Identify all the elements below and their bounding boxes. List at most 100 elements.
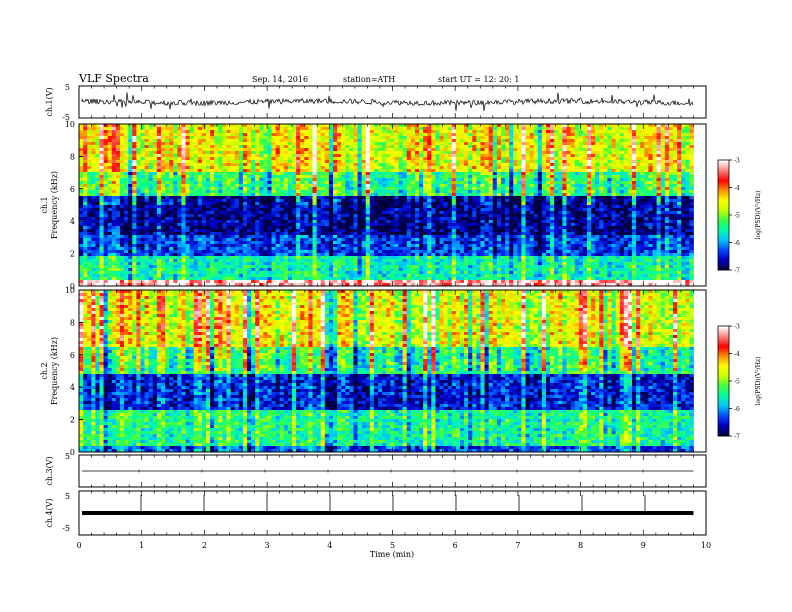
spectrogram-cell <box>472 139 477 143</box>
spectrogram-cell <box>275 193 281 197</box>
spectrogram-cell <box>238 166 244 170</box>
spectrogram-cell <box>373 151 379 155</box>
spectrogram-cell <box>627 133 633 137</box>
spectrogram-cell <box>91 124 96 128</box>
spectrogram-cell <box>169 139 174 143</box>
spectrogram-cell <box>668 139 674 143</box>
spectrogram-cell <box>525 187 531 191</box>
spectrogram-cell <box>185 202 191 206</box>
spectrogram-cell <box>582 127 588 131</box>
spectrogram-cell <box>480 157 485 161</box>
spectrogram-cell <box>636 205 641 209</box>
spectrogram-cell <box>205 187 211 191</box>
spectrogram-cell <box>373 163 379 167</box>
spectrogram-cell <box>259 127 264 131</box>
spectrogram-cell <box>529 196 535 200</box>
spectrogram-cell <box>611 148 617 152</box>
spectrogram-cell <box>488 211 494 215</box>
spectrogram-cell <box>603 154 608 158</box>
spectrogram-cell <box>292 154 297 158</box>
spectrogram-cell <box>222 187 227 191</box>
spectrogram-cell <box>365 178 371 182</box>
spectrogram-cell <box>218 175 223 179</box>
spectrogram-cell <box>394 166 399 170</box>
spectrogram-cell <box>537 130 543 134</box>
spectrogram-cell <box>103 163 109 167</box>
spectrogram-cell <box>357 196 363 200</box>
spectrogram-cell <box>390 142 395 146</box>
spectrogram-cell <box>296 181 301 185</box>
spectrogram-cell <box>431 175 436 179</box>
spectrogram-cell <box>472 145 477 149</box>
spectrogram-cell <box>177 217 182 221</box>
spectrogram-cell <box>124 190 129 194</box>
spectrogram-cell <box>431 157 436 161</box>
spectrogram-cell <box>586 133 592 137</box>
spectrogram-cell <box>402 169 408 173</box>
spectrogram-cell <box>79 133 84 137</box>
spectrogram-cell <box>152 130 158 134</box>
spectrogram-cell <box>406 130 412 134</box>
spectrogram-cell <box>267 175 272 179</box>
spectrogram-cell <box>177 130 182 134</box>
spectrogram-cell <box>349 157 354 161</box>
spectrogram-cell <box>672 199 678 203</box>
spectrogram-cell <box>517 220 522 224</box>
spectrogram-cell <box>632 127 637 131</box>
spectrogram-cell <box>595 220 600 224</box>
spectrogram-cell <box>189 184 195 188</box>
spectrogram-cell <box>545 220 551 224</box>
spectrogram-cell <box>505 157 510 161</box>
spectrogram-cell <box>234 187 240 191</box>
spectrogram-cell <box>169 130 174 134</box>
spectrogram-cell <box>189 142 195 146</box>
spectrogram-cell <box>259 142 264 146</box>
spectrogram-cell <box>91 187 96 191</box>
spectrogram-cell <box>144 211 150 215</box>
spectrogram-cell <box>275 166 281 170</box>
spectrogram-cell <box>357 187 363 191</box>
spectrogram-cell <box>492 178 498 182</box>
spectrogram-cell <box>603 175 608 179</box>
spectrogram-cell <box>505 178 510 182</box>
spectrogram-cell <box>566 181 571 185</box>
spectrogram-cell <box>558 193 563 197</box>
spectrogram-cell <box>173 178 178 182</box>
spectrogram-cell <box>681 175 686 179</box>
spectrogram-cell <box>373 172 379 176</box>
spectrogram-cell <box>488 184 494 188</box>
spectrogram-cell <box>271 190 277 194</box>
spectrogram-cell <box>169 142 174 146</box>
spectrogram-cell <box>533 196 539 200</box>
spectrogram-cell <box>238 208 244 212</box>
spectrogram-cell <box>435 202 440 206</box>
spectrogram-cell <box>611 172 617 176</box>
spectrogram-cell <box>566 193 571 197</box>
spectrogram-cell <box>87 202 92 206</box>
spectrogram-cell <box>345 130 350 134</box>
spectrogram-cell <box>287 136 293 140</box>
spectrogram-cell <box>365 130 371 134</box>
spectrogram-cell <box>595 217 600 221</box>
spectrogram-cell <box>308 217 313 221</box>
spectrogram-cell <box>246 166 252 170</box>
spectrogram-cell <box>439 163 444 167</box>
spectrogram-cell <box>300 193 305 197</box>
spectrogram-cell <box>214 154 219 158</box>
spectrogram-cell <box>582 160 588 164</box>
spectrogram-cell <box>541 139 547 143</box>
spectrogram-cell <box>238 178 244 182</box>
spectrogram-cell <box>582 190 588 194</box>
spectrogram-cell <box>136 217 141 221</box>
spectrogram-cell <box>255 166 260 170</box>
spectrogram-cell <box>636 181 641 185</box>
spectrogram-cell <box>500 151 506 155</box>
spectrogram-cell <box>111 166 117 170</box>
spectrogram-cell <box>545 166 551 170</box>
spectrogram-cell <box>640 160 645 164</box>
spectrogram-cell <box>652 172 657 176</box>
spectrogram-cell <box>525 148 531 152</box>
spectrogram-cell <box>210 136 215 140</box>
spectrogram-cell <box>304 211 309 215</box>
spectrogram-cell <box>439 214 444 218</box>
